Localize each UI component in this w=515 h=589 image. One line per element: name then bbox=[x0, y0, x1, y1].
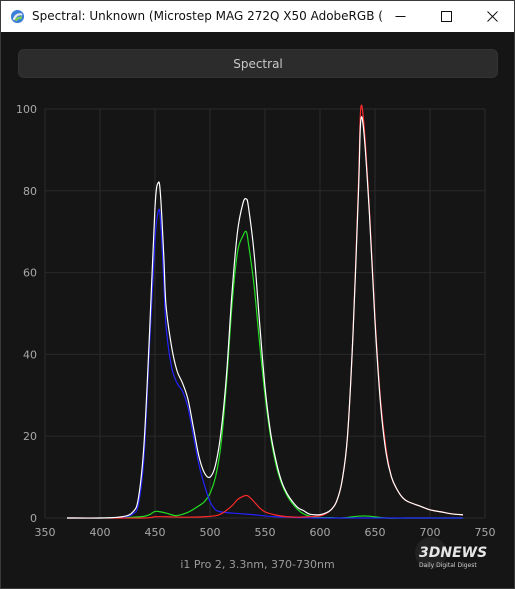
grid bbox=[44, 108, 486, 519]
x-tick-label: 600 bbox=[310, 526, 331, 539]
x-tick-label: 450 bbox=[145, 526, 166, 539]
spectral-chart: 350 400 450 500 550 600 650 700 750 0 20 40 60 80 100 bbox=[16, 103, 496, 539]
y-tick-label: 100 bbox=[16, 103, 37, 116]
minimize-icon bbox=[395, 16, 405, 17]
y-tick-label: 60 bbox=[23, 267, 37, 280]
app-icon bbox=[10, 9, 25, 24]
watermark-logo: 3DNEWS Daily Digital Digest bbox=[415, 537, 487, 569]
y-tick-label: 40 bbox=[23, 348, 37, 361]
x-tick-label: 500 bbox=[200, 526, 221, 539]
window-title: Spectral: Unknown (Microstep MAG 272Q X5… bbox=[32, 9, 384, 23]
x-tick-label: 550 bbox=[255, 526, 276, 539]
chart-caption: i1 Pro 2, 3.3nm, 370-730nm bbox=[180, 558, 335, 571]
x-tick-label: 350 bbox=[35, 526, 56, 539]
maximize-button[interactable] bbox=[424, 1, 468, 32]
spectral-button-label: Spectral bbox=[233, 56, 283, 71]
x-tick-label: 750 bbox=[475, 526, 496, 539]
maximize-icon bbox=[440, 11, 452, 22]
spectral-button[interactable]: Spectral bbox=[18, 49, 498, 78]
axes: 350 400 450 500 550 600 650 700 750 0 20 40 60 80 100 bbox=[16, 103, 496, 539]
minimize-button[interactable] bbox=[378, 1, 422, 32]
watermark-tagline: Daily Digital Digest bbox=[419, 562, 477, 569]
blue-series-line bbox=[66, 208, 463, 519]
y-tick-label: 80 bbox=[23, 185, 37, 198]
x-tick-label: 650 bbox=[365, 526, 386, 539]
close-button[interactable] bbox=[470, 1, 514, 32]
title-bar[interactable]: Spectral: Unknown (Microstep MAG 272Q X5… bbox=[1, 1, 514, 32]
close-icon bbox=[486, 11, 498, 22]
series-group bbox=[66, 104, 464, 519]
x-tick-label: 400 bbox=[90, 526, 111, 539]
x-tick-label: 700 bbox=[420, 526, 441, 539]
content-area: Spectral 350 400 450 500 550 600 650 700 750 0 20 4… bbox=[1, 32, 514, 588]
y-tick-label: 20 bbox=[23, 430, 37, 443]
y-tick-label: 0 bbox=[30, 512, 37, 525]
watermark-brand: 3DNEWS bbox=[419, 545, 487, 561]
white-series-line bbox=[66, 116, 464, 519]
